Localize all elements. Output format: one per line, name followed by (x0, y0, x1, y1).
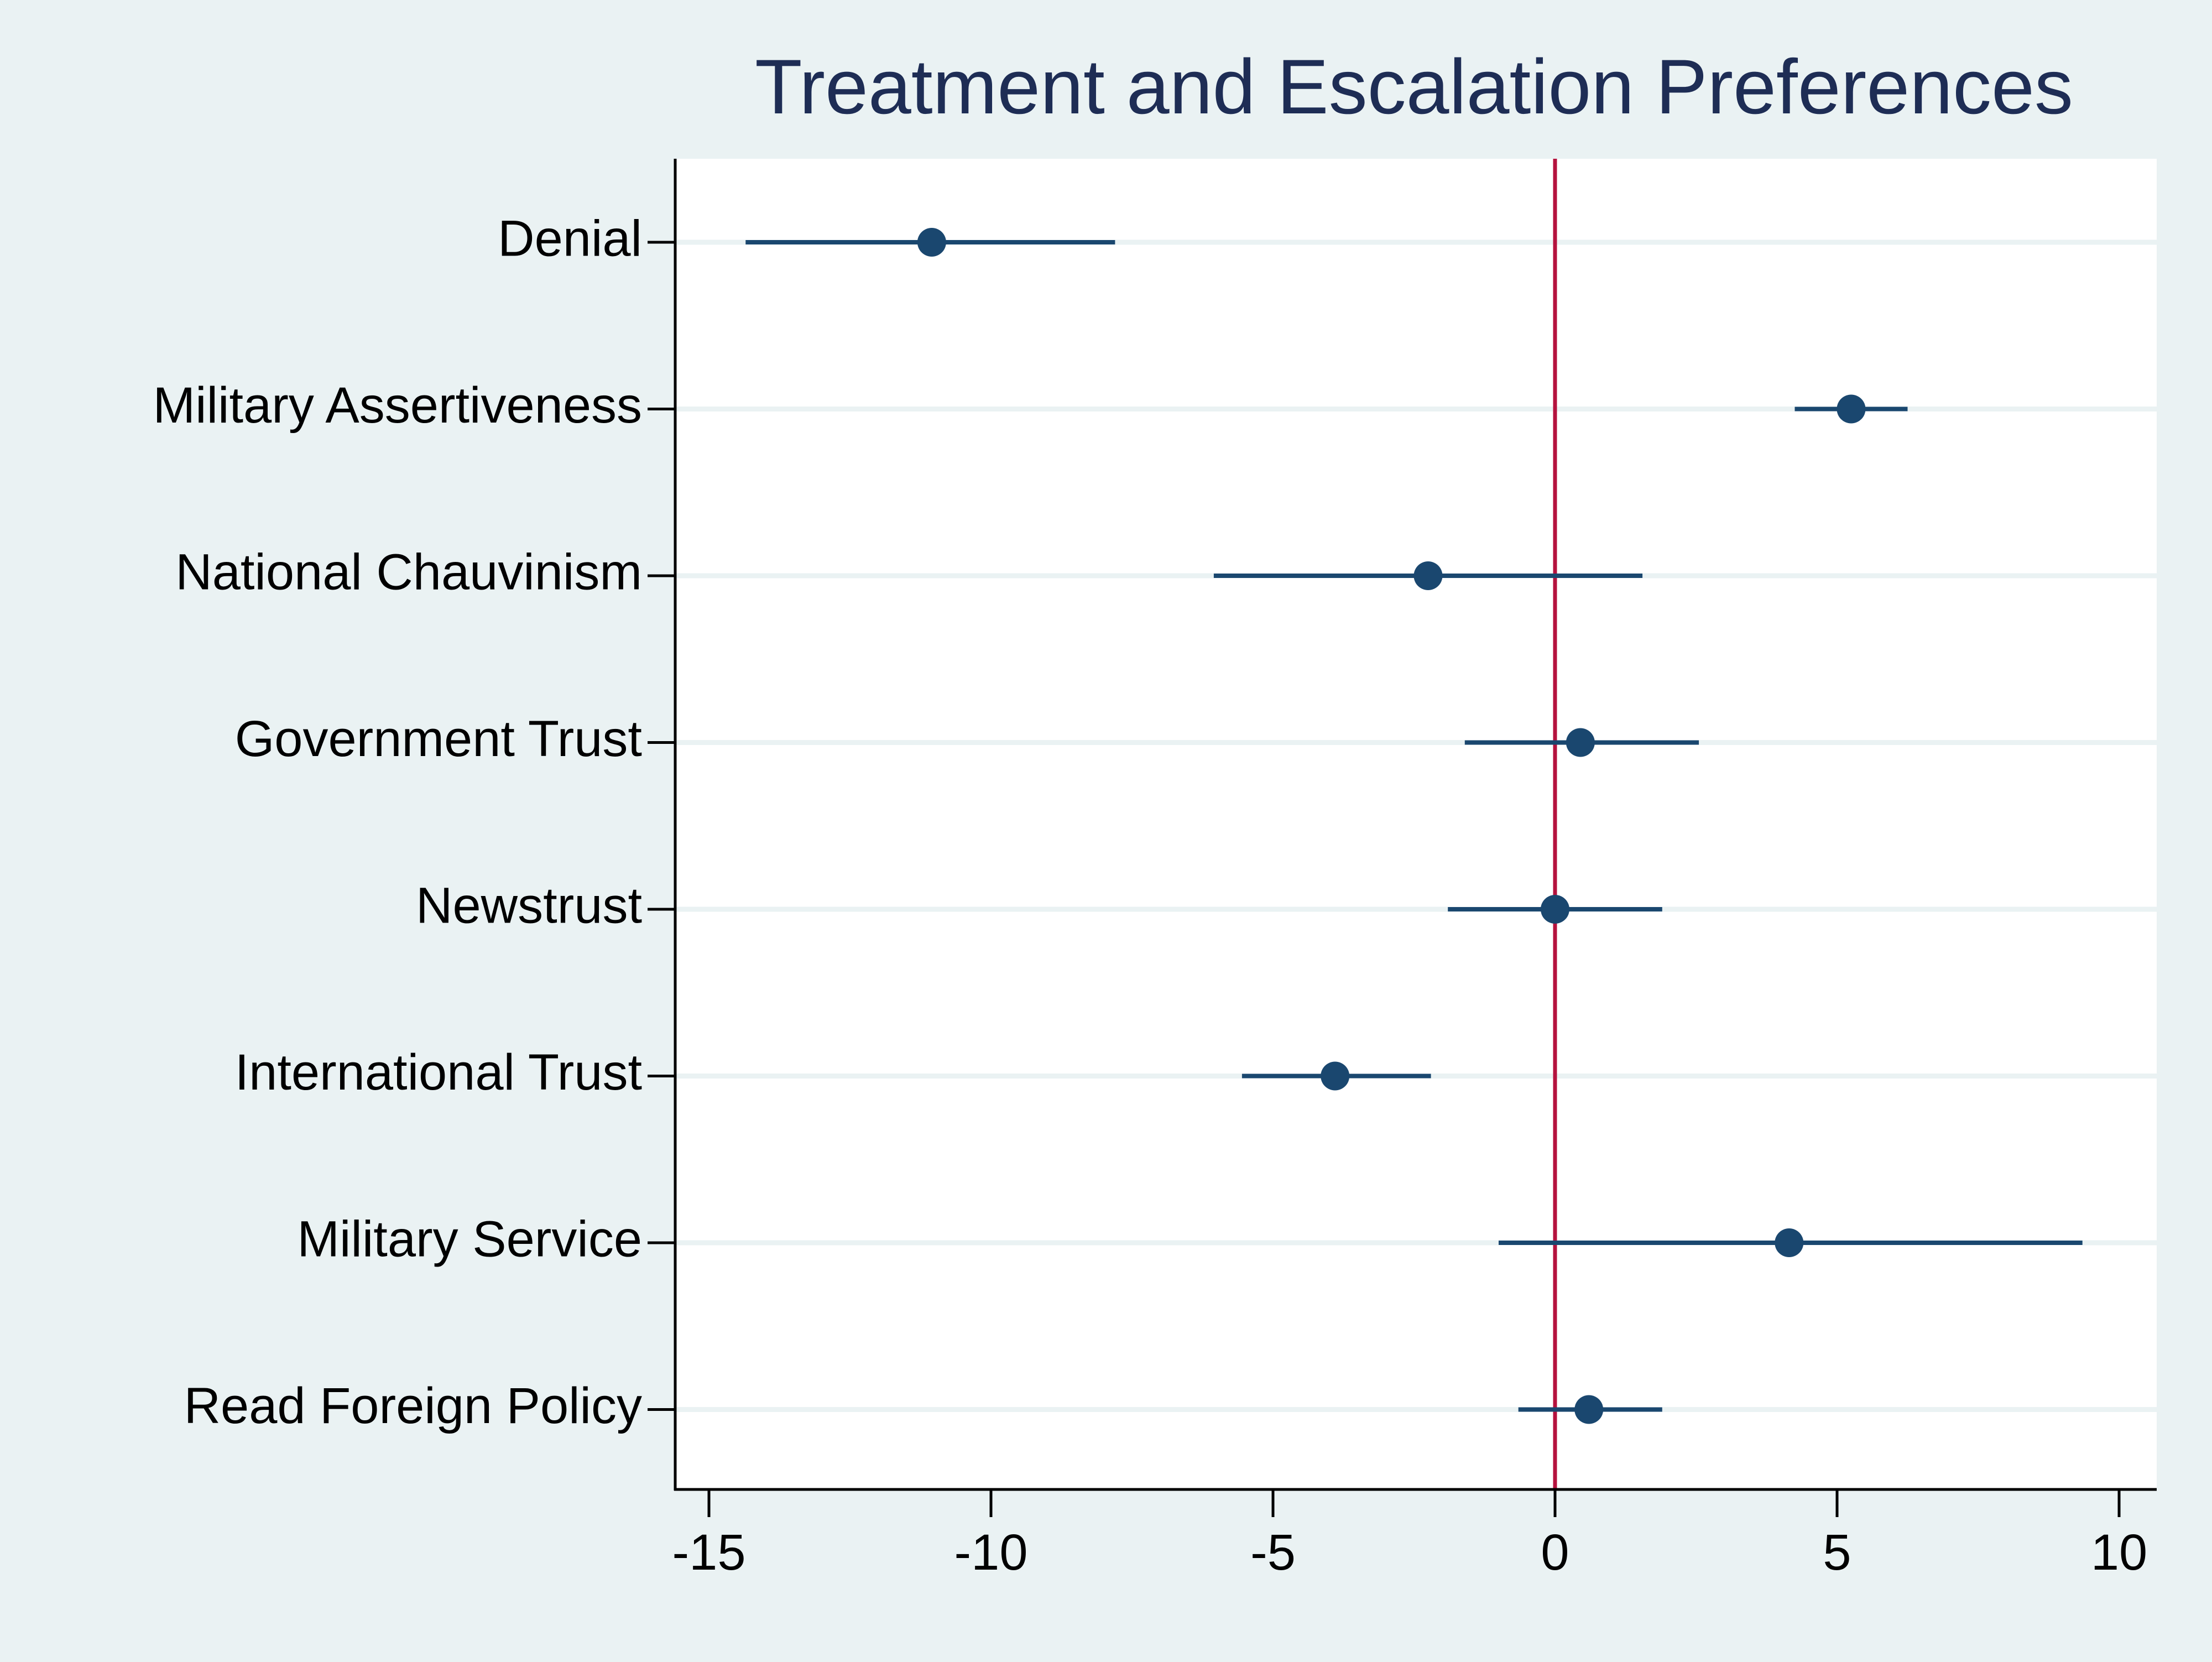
chart-title: Treatment and Escalation Preferences (755, 43, 2073, 130)
point-estimate (1574, 1395, 1604, 1424)
category-label: Military Service (297, 1211, 642, 1267)
x-tick-label: -15 (672, 1524, 746, 1581)
x-tick-label: 10 (2091, 1524, 2147, 1581)
point-estimate (1837, 394, 1866, 424)
x-tick-label: -5 (1250, 1524, 1296, 1581)
category-label: Read Foreign Policy (184, 1378, 642, 1434)
x-tick-label: 0 (1541, 1524, 1569, 1581)
category-label: Denial (498, 210, 642, 267)
plot-area (675, 159, 2157, 1489)
point-estimate (1413, 561, 1443, 590)
point-estimate (1541, 895, 1569, 924)
category-label: Government Trust (235, 711, 642, 767)
x-tick-labels: -15 -10 -5 0 5 10 (672, 1524, 2148, 1581)
category-label: Military Assertiveness (153, 377, 642, 434)
category-label: International Trust (235, 1044, 642, 1101)
point-estimate (1566, 728, 1595, 757)
axes (648, 159, 2157, 1517)
x-tick-label: 5 (1823, 1524, 1851, 1581)
point-estimate (917, 228, 946, 257)
point-estimates (917, 228, 1866, 1424)
point-estimate (1321, 1061, 1350, 1091)
category-labels: Denial Military Assertiveness National Cha… (153, 210, 642, 1434)
x-tick-label: -10 (954, 1524, 1028, 1581)
category-label: Newstrust (416, 877, 642, 934)
category-label: National Chauvinism (175, 544, 642, 600)
point-estimate (1775, 1228, 1804, 1257)
